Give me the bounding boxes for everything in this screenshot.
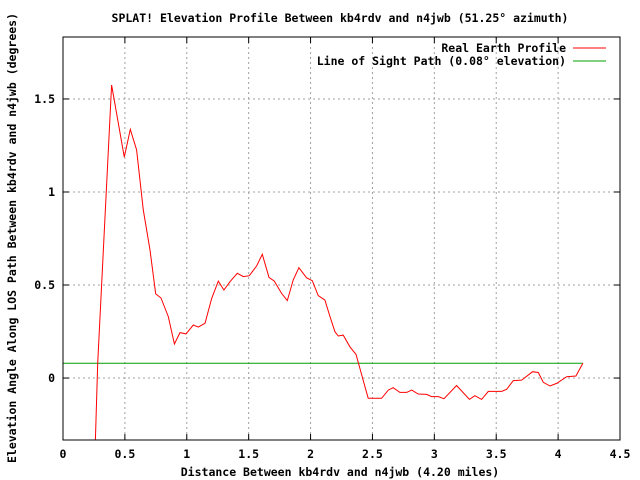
x-axis-label: Distance Between kb4rdv and n4jwb (4.20 …: [181, 465, 500, 479]
x-tick-label: 3: [431, 447, 438, 461]
x-tick-label: 4: [555, 447, 562, 461]
x-tick-label: 1: [183, 447, 190, 461]
legend-label-real-earth: Real Earth Profile: [441, 41, 566, 55]
y-tick-label: 0: [48, 371, 55, 385]
real-earth-profile-line: [94, 84, 584, 440]
y-tick-label: 1.5: [34, 92, 55, 106]
y-tick-label: 1: [48, 185, 55, 199]
plot-border: [62, 36, 621, 441]
x-tick-label: 3.5: [486, 447, 507, 461]
legend-label-los: Line of Sight Path (0.08° elevation): [317, 54, 566, 68]
x-tick-label: 1.5: [238, 447, 259, 461]
y-axis-label: Elevation Angle Along LOS Path Between k…: [5, 13, 19, 463]
legend: Real Earth Profile Line of Sight Path (0…: [317, 41, 606, 68]
chart-title: SPLAT! Elevation Profile Between kb4rdv …: [112, 11, 569, 25]
x-tick-label: 0: [60, 447, 67, 461]
x-tick-label: 2: [307, 447, 314, 461]
x-tick-label: 4.5: [610, 447, 631, 461]
y-tick-label: 0.5: [34, 278, 55, 292]
x-tick-label: 0.5: [114, 447, 135, 461]
x-tick-label: 2.5: [362, 447, 383, 461]
